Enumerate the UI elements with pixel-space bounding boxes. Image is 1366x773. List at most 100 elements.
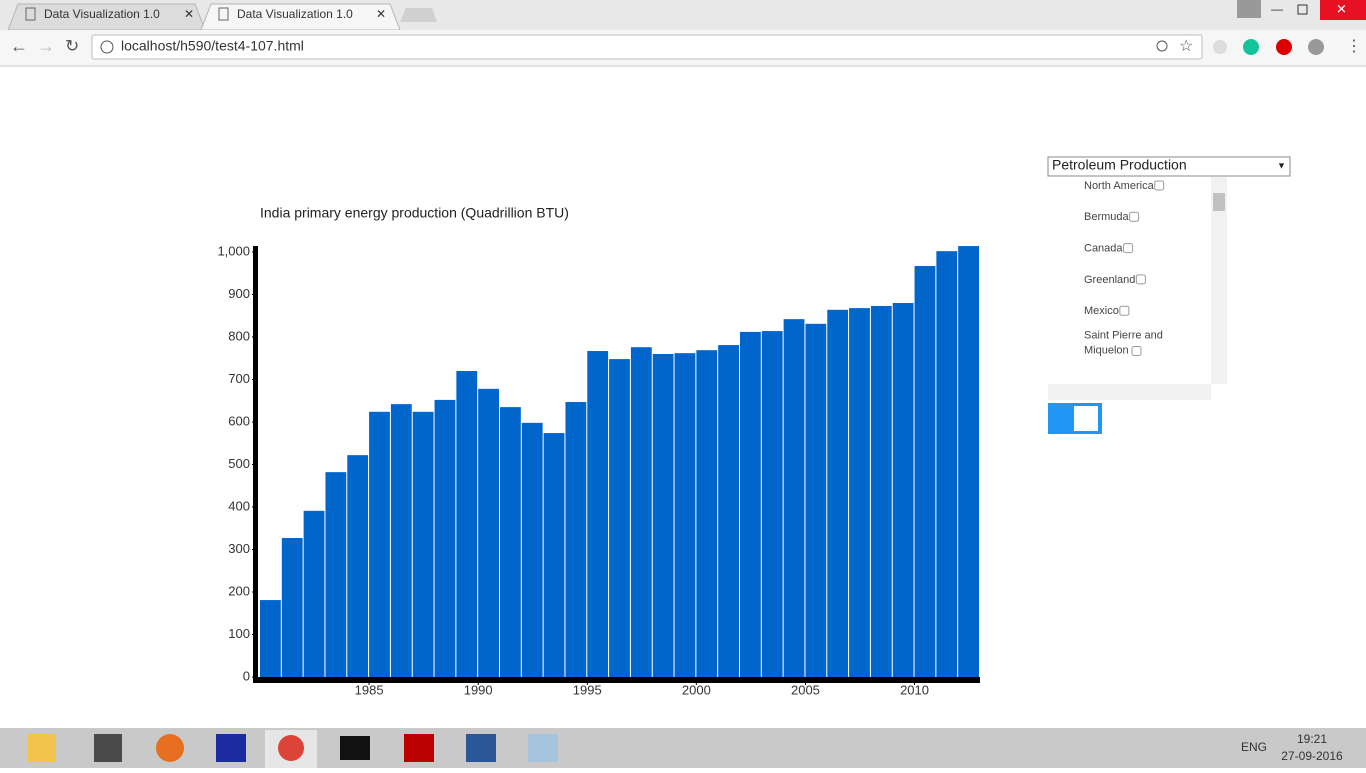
app-icon[interactable]	[28, 734, 56, 762]
close-x: ✕	[1336, 1, 1347, 16]
y-tick-label: 200	[228, 583, 250, 598]
bar	[958, 246, 979, 678]
omnibox[interactable]	[91, 34, 1203, 60]
back[interactable]: ←	[10, 36, 28, 56]
bar	[565, 402, 587, 677]
bar	[369, 411, 390, 677]
tab-icon	[218, 7, 229, 21]
region-label: North America	[1084, 180, 1155, 192]
checkbox[interactable]	[1135, 274, 1146, 285]
y-tick-label: 300	[228, 541, 250, 556]
h-scrollbar[interactable]	[1048, 384, 1211, 400]
region-line: Saint Pierre and	[1084, 329, 1163, 341]
app-icon[interactable]	[404, 734, 434, 762]
region-label: Greenland	[1084, 274, 1135, 286]
bar	[652, 354, 674, 677]
checkbox[interactable]	[1123, 243, 1134, 254]
x-tick-label: 2005	[791, 682, 820, 697]
bar	[630, 347, 652, 677]
dropdown-label: Petroleum Production	[1052, 157, 1187, 173]
app-icon[interactable]	[278, 735, 304, 761]
taskbar	[0, 728, 1366, 768]
region-line: Miquelon	[1084, 344, 1129, 356]
forward[interactable]: →	[37, 36, 55, 56]
y-tick-label: 1,000	[217, 243, 250, 258]
app-icon[interactable]	[340, 736, 370, 760]
bar	[500, 407, 521, 677]
new-tab[interactable]	[400, 8, 437, 22]
zoom-icon[interactable]	[1156, 40, 1168, 52]
bar	[543, 433, 565, 677]
y-tick-label: 0	[243, 668, 250, 683]
bar	[761, 331, 783, 677]
checkbox[interactable]	[1119, 305, 1130, 316]
checkbox[interactable]	[1131, 346, 1142, 356]
tab-title: Data Visualization 1.0	[237, 7, 353, 21]
url: localhost/h590/test4-107.html	[121, 38, 304, 54]
bar	[674, 353, 696, 677]
clock-date[interactable]: 27-09-2016	[1281, 749, 1343, 763]
region-label: Canada	[1084, 243, 1123, 255]
y-tick-label: 600	[228, 413, 250, 428]
dropdown-arrow: ▼	[1277, 160, 1286, 170]
checkbox[interactable]	[1154, 180, 1165, 191]
reload[interactable]: ↻	[65, 36, 79, 55]
chart-title: India primary energy production (Quadril…	[260, 205, 569, 221]
clock-time[interactable]: 19:21	[1297, 732, 1327, 746]
tab-icon	[25, 7, 36, 21]
bar	[914, 266, 936, 677]
language[interactable]: ENG	[1241, 740, 1267, 754]
y-tick-label: 800	[228, 328, 250, 343]
close[interactable]	[1320, 0, 1366, 20]
restore[interactable]	[1297, 4, 1308, 15]
x-tick-label: 2010	[900, 682, 929, 697]
minimize[interactable]: —	[1271, 2, 1283, 16]
x-tick-label: 2000	[682, 682, 711, 697]
bar	[849, 308, 870, 677]
bar	[870, 305, 892, 677]
bar	[390, 404, 412, 677]
bar	[696, 350, 718, 677]
bar	[325, 472, 347, 677]
dropdown[interactable]	[1047, 156, 1291, 177]
bar	[347, 455, 369, 677]
bar	[281, 538, 303, 677]
tab-close[interactable]: ✕	[184, 7, 194, 21]
app-icon[interactable]	[94, 734, 122, 762]
tab-close[interactable]: ✕	[376, 7, 386, 21]
bar	[456, 371, 478, 677]
region-list: North America Bermuda Canada Greenland Mexic…	[1084, 180, 1165, 356]
y-tick-label: 100	[228, 626, 250, 641]
bar	[892, 303, 914, 677]
y-tick-label: 400	[228, 498, 250, 513]
bar	[827, 309, 849, 677]
ext[interactable]	[1213, 40, 1227, 54]
bar	[783, 319, 805, 677]
ext[interactable]	[1243, 39, 1259, 55]
bar	[521, 422, 543, 677]
bar	[478, 388, 499, 677]
x-tick-label: 1990	[464, 682, 493, 697]
region-label: Mexico	[1084, 305, 1119, 317]
v-thumb[interactable]	[1213, 193, 1225, 211]
app-icon[interactable]	[528, 734, 558, 762]
menu[interactable]: ⋮	[1346, 38, 1362, 55]
region-label: Saint Pierre and Miquelon	[1084, 329, 1163, 356]
ext[interactable]	[1308, 39, 1324, 55]
app-icon[interactable]	[466, 734, 496, 762]
region-label: Bermuda	[1084, 211, 1130, 223]
star[interactable]: ☆	[1179, 38, 1193, 55]
bar	[303, 510, 325, 677]
app-icon[interactable]	[216, 734, 246, 762]
ext[interactable]	[1276, 39, 1292, 55]
x-tick-label: 1985	[355, 682, 384, 697]
app-icon[interactable]	[156, 734, 184, 762]
bar	[609, 359, 630, 677]
y-tick-label: 900	[228, 286, 250, 301]
chart: 0 100 200 300 400 500 600 700 800 900 1,000 1985 199…	[217, 243, 980, 697]
v-scrollbar[interactable]	[1211, 177, 1227, 384]
profile[interactable]	[1237, 0, 1261, 18]
toggle-knob	[1074, 406, 1098, 431]
checkbox[interactable]	[1129, 211, 1140, 222]
